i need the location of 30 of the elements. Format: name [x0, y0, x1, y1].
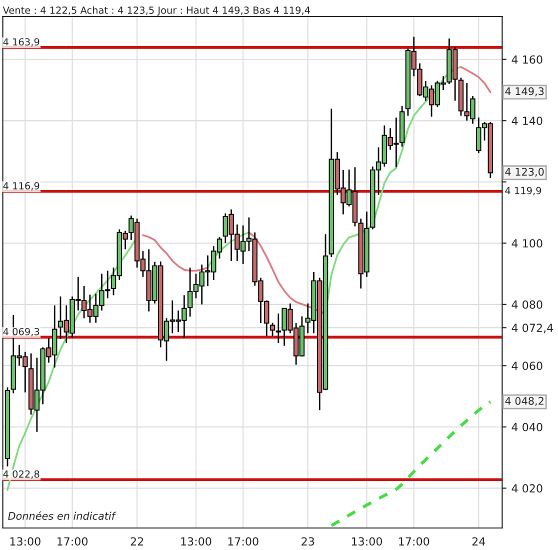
x-tick-label: 23 — [302, 537, 314, 546]
annotation: 4 149,3 — [505, 87, 544, 96]
ref-line-label: 4 116,9 — [3, 182, 40, 190]
line-series — [330, 400, 492, 528]
x-tick-label: 24 — [472, 537, 486, 546]
x-tick-label: 17:00 — [57, 537, 88, 546]
ref-line-label: 4 069,3 — [3, 328, 40, 336]
text: 4 119,9 — [505, 186, 542, 196]
x-tick-label: 17:00 — [228, 537, 258, 546]
candlestick — [276, 312, 282, 344]
annotation: 4 048,2 — [505, 396, 544, 406]
y-tick-label: 4 072,4 — [512, 324, 554, 334]
candlestick — [270, 322, 276, 337]
x-tick-label: 13:00 — [10, 537, 40, 546]
y-tick-label: 4 140 — [512, 116, 542, 126]
y-tick-label: 4 160 — [512, 55, 542, 64]
y-tick-label: 4 060 — [512, 362, 542, 370]
x-tick-label: 22 — [130, 537, 144, 546]
y-tick-label: 4 040 — [512, 422, 542, 432]
y-tick-label: 4 020 — [512, 484, 542, 493]
y-tick-label: 4 080 — [512, 300, 542, 309]
annotation: Données en indicatif — [8, 511, 116, 520]
y-tick-label: 4 100 — [512, 239, 542, 248]
annotation: 4 123,0 — [505, 168, 544, 177]
x-tick-label: 13:00 — [352, 537, 382, 546]
ref-line-label: 4 163,9 — [3, 38, 40, 47]
ref-line-label: 4 022,8 — [3, 470, 40, 479]
x-tick-label: 13:00 — [181, 537, 212, 546]
chart-title: Vente : 4 122,5 Achat : 4 123,5 Jour : Haut 4 149,3 Bas 4 119,4 — [2, 6, 310, 16]
x-tick-label: 17:00 — [399, 537, 430, 546]
